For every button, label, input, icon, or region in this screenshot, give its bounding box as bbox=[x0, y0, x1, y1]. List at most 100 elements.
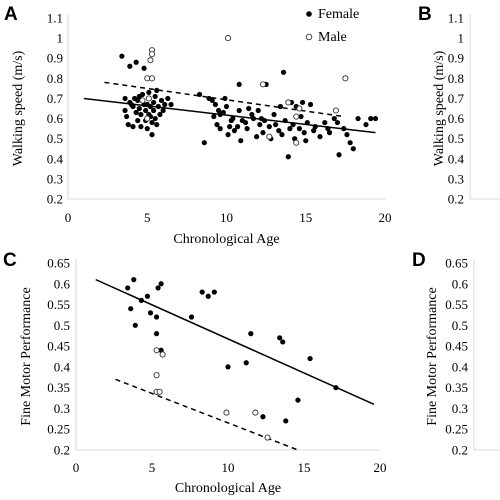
female-point bbox=[296, 126, 303, 132]
female-point bbox=[230, 115, 236, 122]
legend-male-label: Male bbox=[318, 30, 347, 45]
female-point bbox=[125, 121, 131, 128]
male-point bbox=[223, 409, 230, 416]
female-point bbox=[333, 385, 339, 391]
y-tick-label: 0.45 bbox=[445, 339, 468, 354]
female-point bbox=[220, 109, 226, 116]
female-point bbox=[277, 335, 283, 341]
female-point bbox=[249, 111, 255, 118]
x-tick-label: 20 bbox=[374, 460, 387, 475]
panel-b: B 0.2 0.3 0.4 0.5 0.6 0.7 0.8 0.9 1 1.1 Walking spe… bbox=[418, 4, 500, 207]
female-point bbox=[227, 124, 233, 130]
female-point bbox=[243, 360, 249, 366]
female-point bbox=[153, 331, 160, 337]
x-tick-label: 0 bbox=[73, 460, 80, 475]
x-tick-label: 5 bbox=[144, 210, 151, 225]
female-point bbox=[149, 132, 155, 138]
female-point bbox=[287, 126, 293, 132]
male-point bbox=[252, 409, 259, 416]
x-axis-title: Chronological Age bbox=[175, 481, 281, 496]
female-point bbox=[211, 289, 217, 295]
female-point bbox=[135, 117, 141, 124]
female-point bbox=[130, 124, 136, 130]
female-point bbox=[372, 115, 379, 122]
female-point bbox=[155, 285, 161, 291]
y-tick-label: 0.6 bbox=[54, 276, 71, 291]
female-point bbox=[242, 119, 249, 126]
y-tick-label: 1 bbox=[57, 31, 64, 46]
female-point bbox=[211, 113, 217, 120]
female-point bbox=[132, 322, 138, 328]
y-tick-label: 0.25 bbox=[47, 422, 70, 437]
female-point bbox=[290, 121, 296, 128]
y-axis-title: Walking speed (m/s) bbox=[432, 50, 447, 166]
y-tick-label: 0.9 bbox=[47, 51, 63, 66]
female-point bbox=[168, 101, 174, 108]
y-tick-label: 0.8 bbox=[448, 71, 464, 86]
y-axis-title: Fine Motor Performance bbox=[425, 287, 440, 425]
female-point bbox=[217, 126, 223, 132]
male-point bbox=[156, 388, 163, 395]
female-point bbox=[122, 95, 128, 102]
y-tick-label: 0.35 bbox=[47, 380, 70, 395]
legend-female-marker bbox=[306, 11, 312, 17]
y-tick-label: 0.35 bbox=[445, 380, 468, 395]
female-point bbox=[127, 63, 133, 69]
y-tick-label: 0.25 bbox=[445, 422, 468, 437]
y-tick-label: 0.9 bbox=[448, 51, 464, 66]
female-point bbox=[162, 101, 168, 108]
female-point bbox=[248, 331, 254, 337]
female-point bbox=[128, 306, 134, 312]
female-trendline bbox=[95, 278, 375, 405]
y-tick-label: 0.2 bbox=[47, 192, 63, 207]
female-point bbox=[307, 355, 313, 362]
female-point bbox=[271, 111, 277, 118]
female-point bbox=[312, 124, 318, 130]
y-axis-title: Walking speed (m/s) bbox=[11, 50, 26, 166]
x-tick-label: 5 bbox=[149, 460, 156, 475]
female-point bbox=[236, 107, 242, 114]
female-point bbox=[303, 138, 309, 144]
y-tick-label: 0.6 bbox=[452, 276, 469, 291]
y-tick-label: 0.45 bbox=[47, 339, 70, 354]
male-point bbox=[153, 347, 160, 354]
female-point bbox=[266, 124, 272, 130]
female-point bbox=[153, 314, 160, 320]
female-point bbox=[130, 103, 136, 110]
y-tick-label: 1 bbox=[458, 31, 465, 46]
female-point bbox=[131, 277, 137, 283]
y-tick-label: 0.4 bbox=[448, 151, 465, 166]
female-point bbox=[139, 91, 146, 98]
female-point bbox=[138, 111, 144, 118]
female-point bbox=[201, 140, 207, 146]
legend-female-label: Female bbox=[318, 7, 359, 22]
female-point bbox=[301, 130, 307, 136]
female-point bbox=[363, 121, 369, 128]
male-point bbox=[159, 351, 166, 358]
female-point bbox=[254, 134, 260, 140]
female-point bbox=[146, 89, 152, 96]
female-point bbox=[283, 418, 289, 424]
male-point bbox=[293, 139, 300, 146]
female-point bbox=[165, 95, 171, 102]
female-point bbox=[246, 105, 252, 112]
female-point bbox=[138, 124, 144, 130]
female-point bbox=[150, 107, 157, 114]
male-point bbox=[147, 57, 154, 64]
y-tick-label: 1.1 bbox=[47, 11, 63, 26]
female-point bbox=[143, 107, 149, 114]
female-point bbox=[157, 111, 163, 118]
female-point bbox=[149, 119, 155, 126]
female-point bbox=[141, 65, 147, 71]
female-point bbox=[154, 87, 160, 93]
female-point bbox=[125, 285, 131, 291]
female-point bbox=[311, 128, 317, 134]
x-tick-label: 15 bbox=[299, 210, 312, 225]
panel-letter: D bbox=[412, 250, 426, 271]
y-tick-label: 0.55 bbox=[47, 297, 70, 312]
female-point bbox=[304, 119, 310, 126]
female-point bbox=[135, 97, 141, 104]
male-point bbox=[145, 95, 152, 102]
x-tick-label: 10 bbox=[220, 210, 233, 225]
